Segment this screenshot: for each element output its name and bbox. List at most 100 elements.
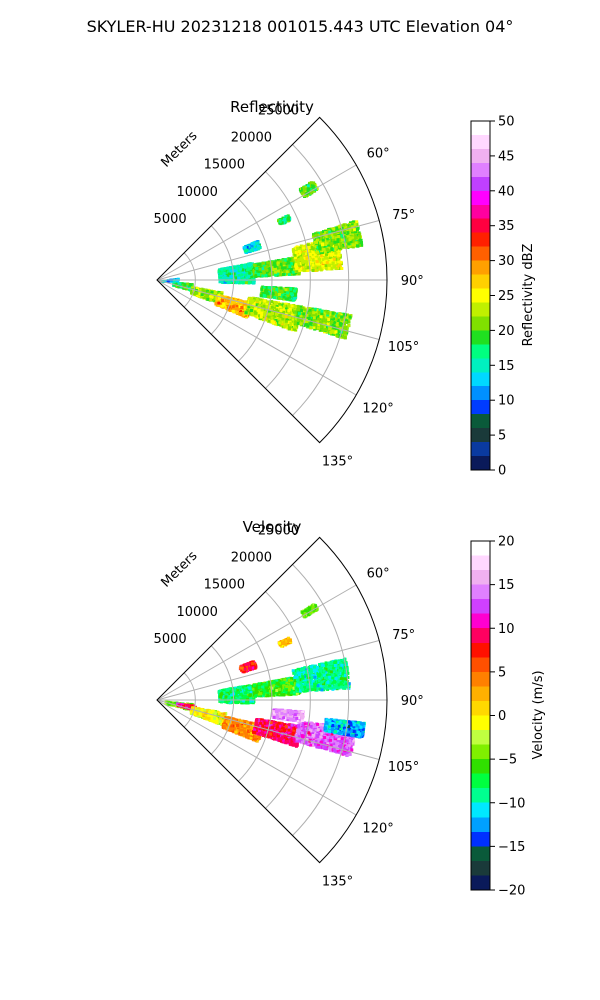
echo-gate [296, 308, 300, 312]
echo-gate [255, 298, 259, 301]
echo-gate [222, 295, 226, 299]
echo-gate [249, 300, 252, 304]
echo-gate [237, 274, 241, 278]
echo-gate [258, 314, 262, 318]
echo-gate [294, 317, 298, 321]
echo-gate [293, 304, 297, 308]
echo-gate [290, 298, 294, 302]
echo-gate [240, 306, 244, 309]
echo-gate [225, 273, 229, 277]
echo-gate [236, 271, 240, 274]
echo-gate [242, 280, 246, 284]
echo-gate [293, 310, 297, 314]
echo-gate [249, 269, 253, 273]
echo-gate [234, 276, 238, 280]
echo-gate [236, 280, 239, 283]
echo-gate [263, 299, 267, 303]
echo-gate [340, 317, 344, 321]
echo-gate [224, 296, 228, 300]
echo-gate [219, 276, 222, 280]
echo-gate [334, 330, 338, 334]
echo-gate [276, 293, 279, 297]
echo-gate [290, 328, 294, 332]
echo-gate [278, 305, 282, 309]
echo-gate [336, 312, 340, 316]
echo-gate [219, 300, 223, 304]
echo-gate [266, 315, 270, 319]
echo-gate [276, 320, 280, 324]
echo-gate [247, 305, 251, 309]
echo-gate [323, 325, 326, 329]
echo-gate [211, 298, 215, 302]
echo-gate [315, 311, 318, 315]
echo-gate [268, 305, 272, 308]
echo-gate [293, 325, 297, 329]
echo-gate [312, 325, 316, 329]
echo-gate [225, 267, 229, 271]
echo-gate [310, 318, 314, 322]
echo-gate [287, 309, 291, 313]
echo-gate [300, 309, 303, 313]
echo-gate [275, 316, 279, 319]
echo-gate [203, 296, 207, 299]
echo-gate [259, 315, 263, 319]
echo-gate [293, 297, 297, 300]
echo-gate [288, 315, 292, 319]
echo-gate [335, 323, 339, 327]
echo-gate [266, 304, 269, 308]
reflectivity-title: Reflectivity [230, 98, 314, 116]
echo-gate [240, 273, 244, 277]
echo-gate [242, 303, 246, 306]
echo-gate [242, 300, 246, 304]
echo-gate [277, 296, 281, 300]
echo-gate [285, 310, 289, 314]
echo-gate [272, 287, 276, 291]
echo-region [259, 285, 298, 302]
echo-gate [202, 292, 206, 296]
echo-gate [264, 291, 267, 294]
echo-gate [294, 291, 298, 295]
echo-gate [282, 295, 286, 299]
echo-gate [317, 315, 321, 319]
echo-gate [288, 305, 292, 309]
echo-gate [332, 317, 336, 321]
echo-gate [336, 319, 340, 322]
echo-gate [235, 299, 239, 303]
echo-gate [284, 288, 288, 292]
echo-gate [222, 302, 226, 306]
echo-gate [308, 311, 312, 315]
echo-gate [336, 325, 340, 329]
echo-gate [275, 312, 278, 316]
echo-gate [173, 281, 177, 285]
echo-gate [343, 332, 347, 336]
echo-gate [317, 326, 320, 330]
echo-gate [200, 293, 204, 297]
echo-gate [243, 264, 247, 267]
echo-gate [275, 308, 279, 312]
echo-gate [226, 277, 230, 281]
echo-gate [328, 322, 332, 326]
echo-gate [260, 305, 264, 309]
echo-gate [223, 275, 227, 279]
echo-gate [255, 309, 259, 313]
echo-gate [260, 288, 264, 292]
echo-gate [291, 298, 295, 302]
echo-gate [313, 323, 316, 327]
echo-gate [257, 304, 261, 308]
echo-gate [279, 295, 283, 299]
echo-gate [332, 315, 336, 319]
echo-gate [347, 320, 351, 324]
echo-gate [231, 300, 234, 304]
echo-gate [273, 314, 277, 318]
echo-gate [227, 280, 231, 284]
echo-gate [267, 319, 271, 323]
echo-gate [293, 320, 297, 324]
echo-gate [326, 313, 330, 317]
echo-gate [286, 289, 290, 293]
echo-gate [246, 308, 250, 312]
echo-gate [305, 313, 309, 317]
echo-gate [326, 322, 330, 326]
echo-gate [177, 282, 181, 286]
echo-gate [281, 317, 285, 321]
